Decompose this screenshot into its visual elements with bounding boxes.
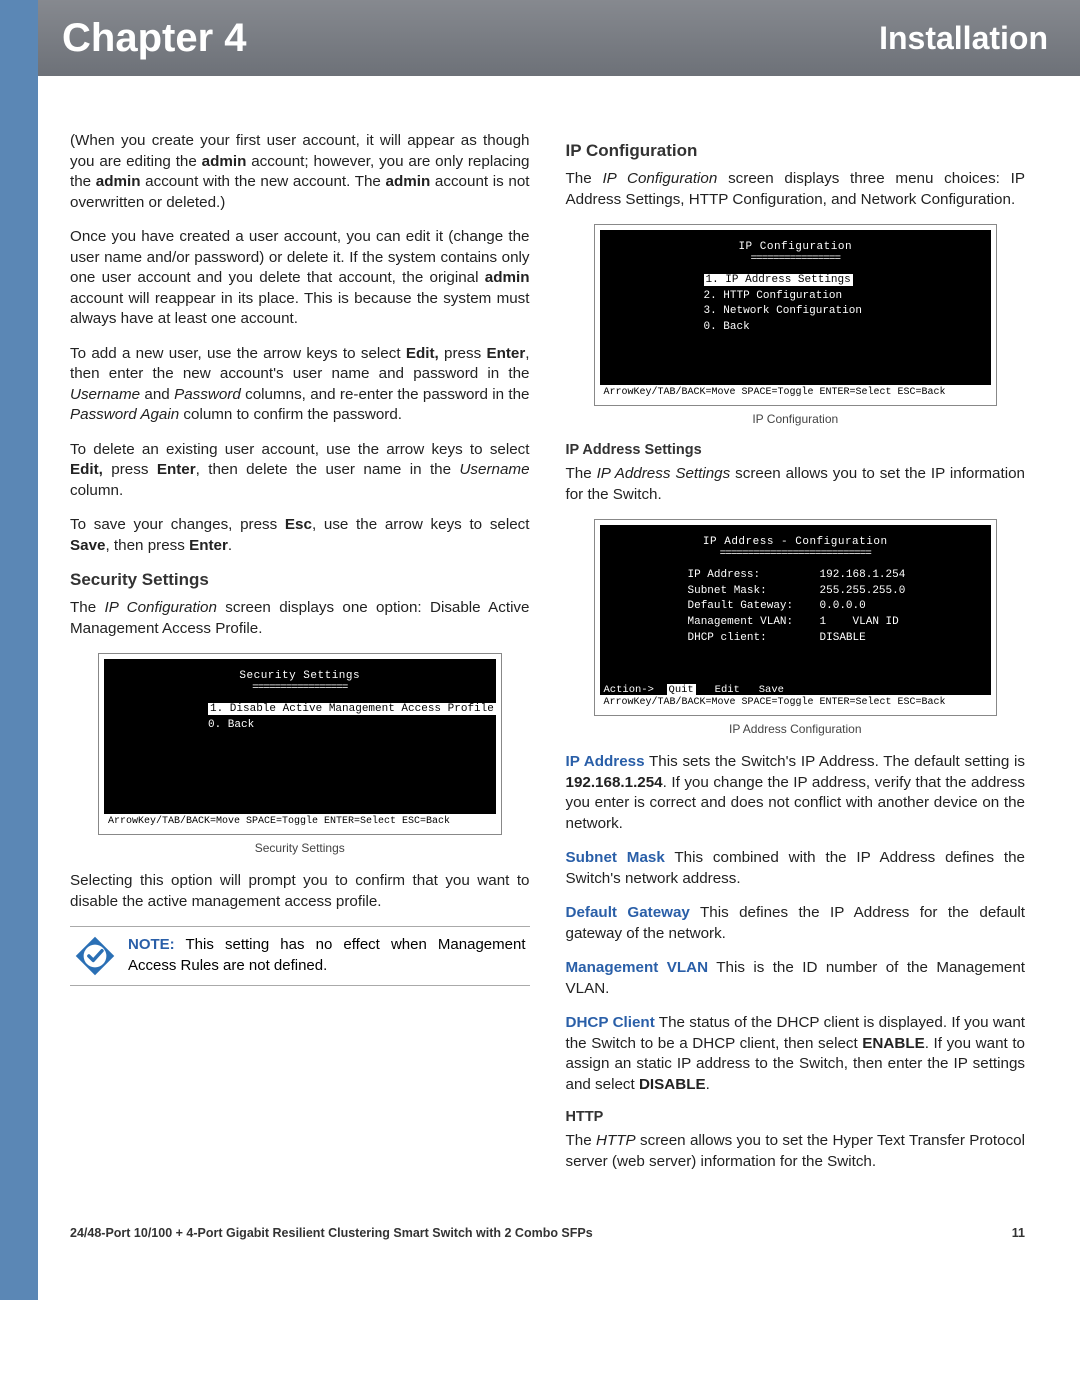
note-text: NOTE: This setting has no effect when Ma… <box>128 935 526 976</box>
section-title: Installation <box>879 20 1048 57</box>
paragraph: IP Address This sets the Switch's IP Add… <box>566 752 1026 834</box>
terminal-footer: ArrowKey/TAB/BACK=Move SPACE=Toggle ENTE… <box>104 814 496 830</box>
figure-caption: IP Configuration <box>566 412 1026 426</box>
terminal-field-row: Subnet Mask: 255.255.255.0 <box>688 584 984 599</box>
terminal-menu-item-selected: 1. Disable Active Management Access Prof… <box>208 703 496 715</box>
field-label: DHCP Client <box>566 1014 655 1031</box>
terminal-screenshot-ipconfig: IP Configuration ================ 1. IP … <box>594 224 998 406</box>
page: Chapter 4 Installation (When you create … <box>0 0 1080 1300</box>
security-settings-heading: Security Settings <box>70 570 530 590</box>
two-column-layout: (When you create your first user account… <box>38 76 1080 1186</box>
terminal-field-row: Management VLAN: 1 VLAN ID <box>688 615 984 630</box>
paragraph: Selecting this option will prompt you to… <box>70 871 530 912</box>
terminal-underline: ================= <box>112 681 488 696</box>
paragraph: The IP Address Settings screen allows yo… <box>566 464 1026 505</box>
footer-product: 24/48-Port 10/100 + 4-Port Gigabit Resil… <box>70 1226 593 1240</box>
chapter-header: Chapter 4 Installation <box>38 0 1080 76</box>
paragraph: Subnet Mask This combined with the IP Ad… <box>566 848 1026 889</box>
left-column: (When you create your first user account… <box>70 131 530 1186</box>
figure-caption: IP Address Configuration <box>566 722 1026 736</box>
chapter-title: Chapter 4 <box>62 16 247 61</box>
field-label: Management VLAN <box>566 959 709 976</box>
terminal-footer: ArrowKey/TAB/BACK=Move SPACE=Toggle ENTE… <box>600 695 992 711</box>
field-label: IP Address <box>566 753 645 770</box>
ip-configuration-heading: IP Configuration <box>566 141 1026 161</box>
paragraph: The IP Configuration screen displays one… <box>70 598 530 639</box>
figure-caption: Security Settings <box>70 841 530 855</box>
note-check-icon <box>74 935 116 977</box>
terminal-menu-item: 0. Back <box>704 320 984 335</box>
terminal-field-row: Default Gateway: 0.0.0.0 <box>688 599 984 614</box>
left-accent-stripe <box>0 0 38 1300</box>
http-heading: HTTP <box>566 1109 1026 1125</box>
paragraph: Management VLAN This is the ID number of… <box>566 958 1026 999</box>
paragraph: The HTTP screen allows you to set the Hy… <box>566 1131 1026 1172</box>
paragraph: The IP Configuration screen displays thr… <box>566 169 1026 210</box>
terminal-field-row: IP Address: 192.168.1.254 <box>688 568 984 583</box>
note-callout: NOTE: This setting has no effect when Ma… <box>70 926 530 986</box>
terminal-field-list: IP Address: 192.168.1.254Subnet Mask: 25… <box>688 568 984 646</box>
field-label: Default Gateway <box>566 904 690 921</box>
terminal-screen: IP Address - Configuration =============… <box>600 525 992 710</box>
paragraph: Once you have created a user account, yo… <box>70 227 530 330</box>
terminal-underline: =========================== <box>608 547 984 562</box>
terminal-menu: 1. Disable Active Management Access Prof… <box>208 702 488 733</box>
terminal-screenshot-security: Security Settings ================= 1. D… <box>98 653 502 835</box>
terminal-screen: IP Configuration ================ 1. IP … <box>600 230 992 400</box>
paragraph: To delete an existing user account, use … <box>70 440 530 502</box>
field-label: Subnet Mask <box>566 849 665 866</box>
right-column: IP Configuration The IP Configuration sc… <box>566 131 1026 1186</box>
terminal-menu-item-selected: 1. IP Address Settings <box>704 274 853 286</box>
footer-page-number: 11 <box>1012 1226 1025 1240</box>
ip-address-settings-heading: IP Address Settings <box>566 442 1026 458</box>
paragraph: Default Gateway This defines the IP Addr… <box>566 903 1026 944</box>
terminal-screen: Security Settings ================= 1. D… <box>104 659 496 829</box>
terminal-menu-item: 2. HTTP Configuration <box>704 289 984 304</box>
terminal-field-row: DHCP client: DISABLE <box>688 631 984 646</box>
terminal-underline: ================ <box>608 252 984 267</box>
paragraph: To add a new user, use the arrow keys to… <box>70 344 530 426</box>
paragraph: To save your changes, press Esc, use the… <box>70 515 530 556</box>
page-footer: 24/48-Port 10/100 + 4-Port Gigabit Resil… <box>38 1186 1080 1260</box>
terminal-menu-item: 0. Back <box>208 718 488 733</box>
paragraph: DHCP Client The status of the DHCP clien… <box>566 1013 1026 1095</box>
terminal-screenshot-ipaddr: IP Address - Configuration =============… <box>594 519 998 716</box>
terminal-menu-item: 3. Network Configuration <box>704 304 984 319</box>
terminal-footer: ArrowKey/TAB/BACK=Move SPACE=Toggle ENTE… <box>600 385 992 401</box>
content: Chapter 4 Installation (When you create … <box>38 0 1080 1300</box>
note-lead: NOTE: <box>128 936 175 953</box>
terminal-menu: 1. IP Address Settings 2. HTTP Configura… <box>704 273 984 335</box>
paragraph: (When you create your first user account… <box>70 131 530 213</box>
